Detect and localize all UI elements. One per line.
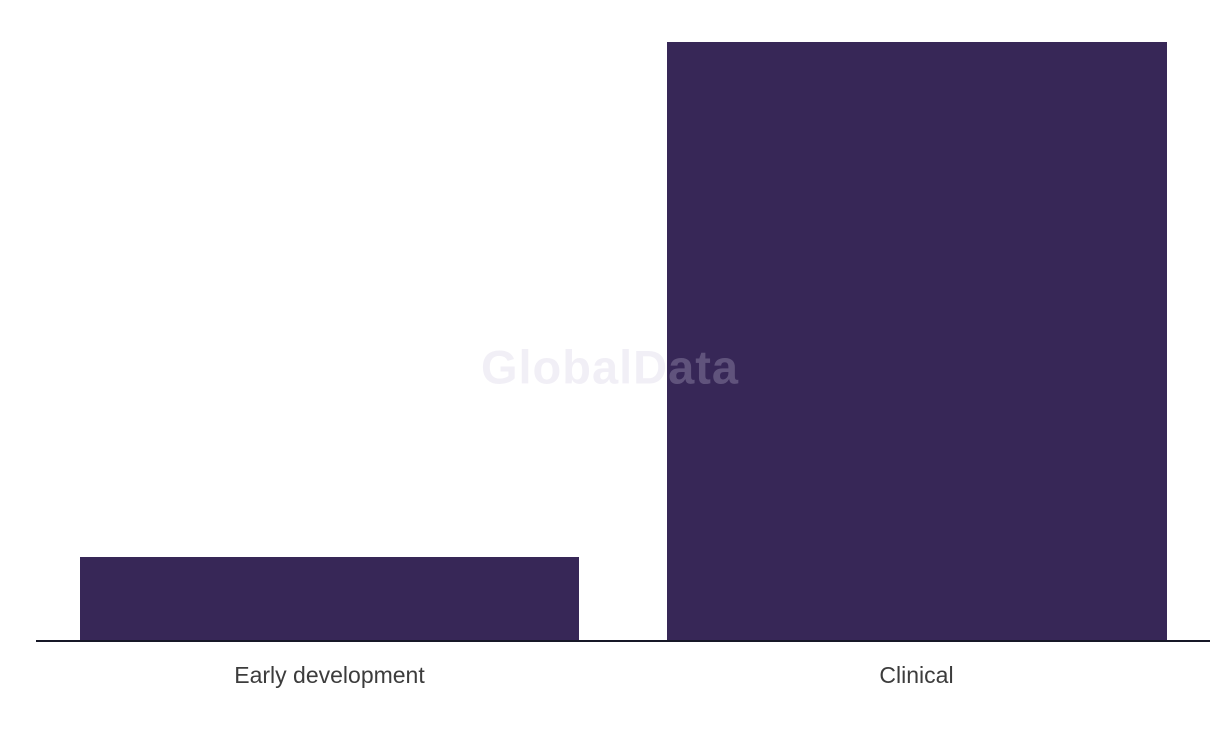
- x-axis-label-early-development: Early development: [234, 662, 425, 688]
- x-axis-label-clinical: Clinical: [879, 662, 954, 688]
- x-axis-line: [36, 640, 1210, 642]
- bar-clinical: [667, 42, 1167, 641]
- bar-early-development: [80, 557, 579, 641]
